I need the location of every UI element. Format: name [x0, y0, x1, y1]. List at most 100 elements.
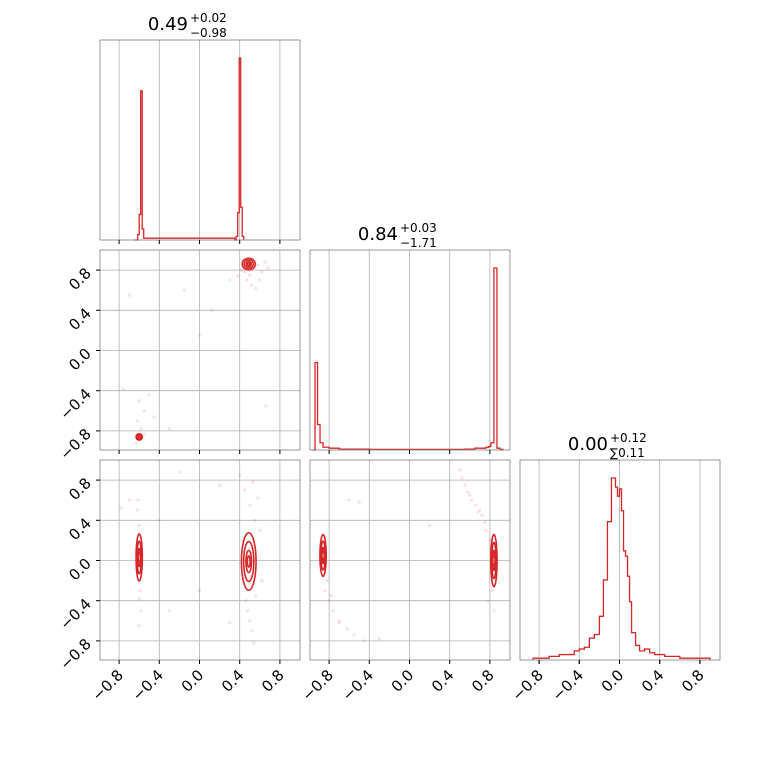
density-contour: [246, 262, 251, 267]
density-contour: [240, 531, 257, 592]
sample-point: [217, 483, 222, 487]
panel-frame: [99, 459, 301, 661]
density-contour: [137, 434, 142, 439]
sample-point: [127, 498, 131, 502]
sample-point: [260, 579, 264, 583]
density-contour: [489, 533, 498, 588]
sample-point: [250, 283, 254, 287]
density-contour: [136, 540, 143, 575]
panel-frame: [519, 459, 721, 661]
sample-point: [470, 498, 474, 502]
sample-point: [209, 308, 214, 312]
param-err-plus: +0.03: [400, 221, 437, 235]
sample-point: [476, 510, 480, 514]
sample-point: [325, 579, 329, 583]
hist-panel-0: [99, 39, 301, 244]
param-err-minus: −0.98: [190, 26, 227, 40]
hist-panel-2: [519, 459, 721, 664]
y-tick-label: −0.8: [56, 425, 94, 463]
sample-point: [243, 488, 247, 492]
sample-point: [246, 609, 250, 613]
x-tick-label: −0.4: [549, 666, 587, 704]
sample-point: [357, 500, 361, 504]
density-contour: [137, 552, 142, 563]
x-tick-label: 0.4: [638, 666, 668, 696]
sample-point: [254, 594, 258, 598]
density-contour: [320, 540, 327, 571]
sample-point: [253, 518, 257, 522]
x-tick-label: 0.8: [258, 666, 288, 696]
y-tick-label: 0.8: [65, 264, 95, 294]
sample-point: [243, 270, 247, 274]
density-contour: [243, 259, 255, 269]
x-tick-label: 0.4: [218, 666, 248, 696]
sample-point: [347, 498, 351, 502]
density-contour: [135, 432, 144, 441]
y-tick-label: −0.4: [56, 385, 94, 423]
sample-point: [137, 399, 141, 403]
sample-point: [139, 427, 143, 431]
x-tick-label: 0.8: [678, 666, 708, 696]
pair-panel-0-2: [99, 459, 301, 661]
sample-point: [238, 473, 242, 477]
sample-point: [182, 288, 187, 292]
sample-point: [197, 589, 202, 593]
sample-point: [329, 594, 333, 598]
density-contour: [319, 533, 328, 578]
sample-point: [142, 409, 146, 413]
sample-point: [244, 599, 248, 603]
density-contour: [246, 555, 251, 568]
panel-frame: [309, 249, 511, 451]
param-title-2: 0.00 +0.12∑0.11: [568, 431, 647, 460]
sample-point: [490, 589, 494, 593]
sample-point: [157, 518, 161, 522]
sample-point: [258, 278, 262, 282]
pair-panel-0-1: [99, 249, 301, 451]
sample-point: [256, 263, 260, 267]
sample-point: [468, 493, 472, 497]
density-contour: [241, 257, 257, 271]
sample-point: [427, 523, 432, 527]
hist-panel-1: [309, 249, 511, 454]
sample-point: [352, 633, 356, 637]
sample-point: [136, 498, 140, 502]
sample-point: [263, 260, 267, 264]
sample-point: [254, 286, 258, 290]
sample-point: [345, 627, 349, 631]
histogram-0: [134, 57, 245, 241]
param-err-plus: +0.12: [610, 431, 647, 445]
sample-point: [137, 624, 141, 628]
x-tick-label: −0.8: [88, 666, 126, 704]
panel-frame: [309, 459, 511, 661]
sample-point: [135, 508, 139, 512]
sample-point: [484, 528, 488, 532]
sample-point: [137, 597, 141, 601]
sample-point: [245, 278, 249, 282]
sample-point: [264, 404, 268, 408]
sample-point: [483, 520, 487, 524]
sample-point: [142, 432, 146, 436]
sample-point: [323, 589, 327, 593]
param-title-1: 0.84 +0.03−1.71: [358, 221, 437, 250]
param-value: 0.00: [568, 434, 608, 455]
sample-point: [228, 621, 232, 625]
sample-point: [138, 589, 142, 593]
sample-point: [337, 621, 341, 625]
y-tick-label: 0.0: [65, 555, 95, 585]
x-tick-label: −0.8: [508, 666, 546, 704]
sample-point: [152, 415, 156, 419]
sample-point: [466, 490, 470, 494]
sample-point: [147, 393, 151, 397]
density-contour: [245, 549, 253, 574]
sample-point: [377, 637, 381, 641]
param-value: 0.49: [148, 14, 188, 35]
sample-point: [362, 639, 366, 643]
param-err-minus: ∑0.11: [610, 446, 645, 460]
panel-frame: [99, 249, 301, 451]
density-contour: [135, 533, 144, 582]
density-contour: [321, 550, 326, 561]
sample-point: [488, 538, 492, 543]
density-contour: [490, 541, 497, 580]
sample-point: [248, 273, 252, 277]
histogram-2: [532, 477, 711, 660]
